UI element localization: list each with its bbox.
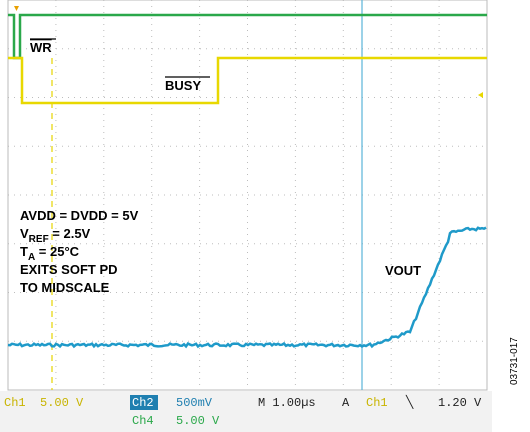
cond-rest: = 2.5V — [49, 226, 91, 241]
busy-label: BUSY — [165, 78, 201, 93]
ch1: Ch1 — [4, 396, 26, 410]
condition: AVDD = DVDD = 5V — [20, 208, 139, 223]
wr-label: WR — [30, 40, 52, 55]
trigger-marker — [14, 6, 19, 11]
status-bar — [0, 391, 492, 432]
cond-sub: REF — [29, 234, 49, 245]
vout-label: VOUT — [385, 263, 421, 278]
cond-rest: = 25°C — [35, 244, 79, 259]
condition: TA = 25°C — [20, 244, 80, 263]
trigger-level: 1.20 V — [438, 396, 482, 410]
figure-id: 03731-017 — [509, 337, 520, 385]
ch2-scale: 500mV — [176, 396, 213, 410]
condition: VREF = 2.5V — [20, 226, 91, 245]
timebase: M 1.00µs — [258, 396, 316, 410]
trigger-slope: ╲ — [405, 394, 414, 410]
screen-border — [7, 0, 488, 391]
trace-busy — [8, 56, 487, 105]
trigger-mode: A — [342, 396, 350, 410]
ch1-scale: 5.00 V — [40, 396, 84, 410]
graticule — [8, 0, 487, 390]
ch2: Ch2 — [132, 396, 154, 410]
condition: EXITS SOFT PD — [20, 262, 118, 277]
cond-main: V — [20, 226, 29, 241]
ch2-highlight — [130, 395, 158, 410]
cond-main: T — [20, 244, 28, 259]
ch4-scale: 5.00 V — [176, 414, 220, 428]
trace-vout — [7, 226, 487, 349]
cond-sub: A — [28, 252, 35, 263]
trigger-source: Ch1 — [366, 396, 388, 410]
condition: TO MIDSCALE — [20, 280, 110, 295]
level-marker — [478, 92, 483, 98]
ch4: Ch4 — [132, 414, 154, 428]
